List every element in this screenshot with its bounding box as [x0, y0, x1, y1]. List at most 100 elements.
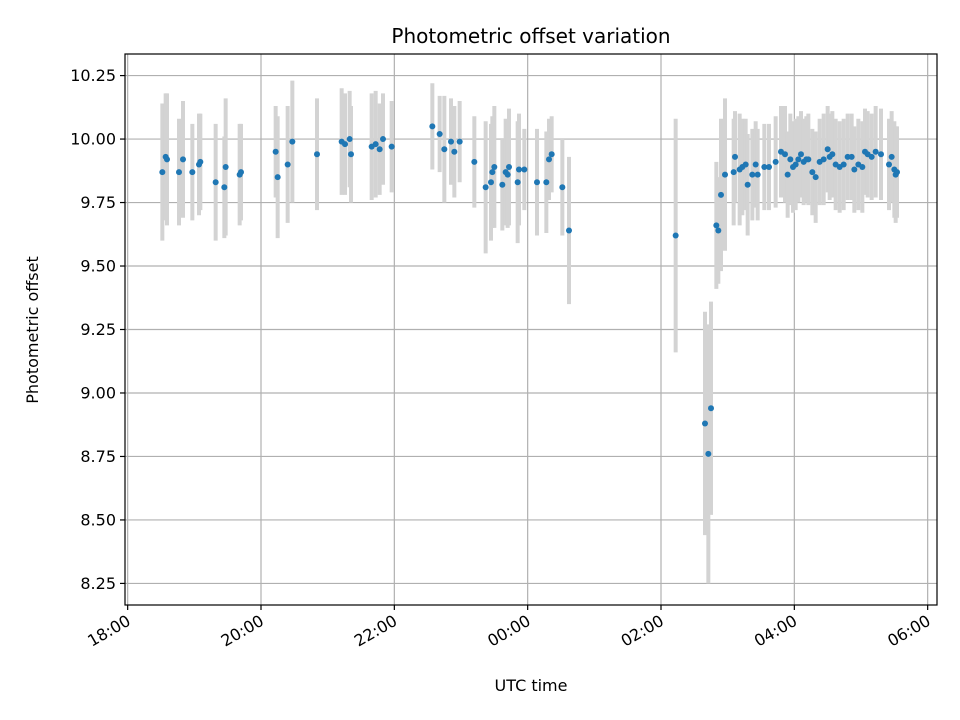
data-point	[376, 146, 383, 153]
data-point	[212, 179, 219, 186]
data-point	[872, 148, 879, 155]
data-point	[189, 169, 196, 176]
data-point	[722, 171, 728, 178]
data-point	[851, 166, 858, 173]
data-point	[805, 156, 812, 163]
data-point	[289, 138, 296, 145]
data-point	[705, 450, 712, 457]
y-tick-label: 8.50	[80, 510, 116, 529]
data-point	[752, 161, 759, 168]
y-tick-label: 10.00	[70, 130, 116, 149]
data-point	[761, 163, 768, 170]
data-point	[894, 169, 900, 176]
data-point	[314, 151, 320, 158]
data-point	[222, 163, 229, 170]
data-point	[221, 184, 228, 191]
data-point	[441, 146, 448, 153]
data-point	[792, 161, 799, 168]
data-point	[809, 169, 816, 176]
data-point	[504, 171, 511, 178]
data-point	[506, 163, 512, 170]
data-point	[672, 232, 679, 239]
y-tick-label: 8.25	[80, 574, 116, 593]
data-point	[840, 161, 847, 168]
data-point	[543, 179, 550, 186]
data-point	[436, 130, 443, 137]
data-point	[274, 174, 281, 181]
data-point	[718, 191, 724, 198]
y-tick-label: 10.25	[70, 66, 116, 85]
data-point	[559, 184, 566, 191]
data-point	[514, 179, 521, 186]
data-point	[342, 141, 348, 148]
data-point	[197, 158, 204, 165]
data-point	[499, 181, 506, 188]
data-point	[713, 222, 720, 229]
y-tick-label: 8.75	[80, 447, 116, 466]
data-point	[546, 156, 552, 163]
chart-title: Photometric offset variation	[391, 24, 670, 48]
data-point	[782, 151, 788, 158]
data-point	[730, 169, 737, 176]
data-point	[491, 163, 498, 170]
data-point	[488, 179, 494, 186]
data-point	[754, 171, 761, 178]
data-point	[708, 405, 714, 412]
data-point	[471, 158, 478, 165]
data-point	[795, 156, 802, 163]
data-point	[732, 153, 738, 160]
data-point	[766, 163, 772, 170]
data-point	[180, 156, 186, 163]
data-point	[787, 156, 794, 163]
data-point	[548, 151, 555, 158]
data-point	[388, 143, 395, 150]
data-point	[380, 136, 386, 143]
data-point	[164, 156, 170, 163]
data-point	[429, 123, 436, 130]
data-point	[868, 153, 875, 160]
data-point	[798, 151, 804, 158]
data-point	[749, 171, 756, 178]
data-point	[159, 169, 166, 176]
data-point	[348, 151, 354, 158]
data-point	[272, 148, 279, 155]
data-point	[784, 171, 791, 178]
data-point	[744, 181, 751, 188]
data-point	[886, 161, 892, 168]
data-point	[489, 169, 496, 176]
data-point	[372, 141, 379, 148]
data-point	[715, 227, 722, 234]
data-point	[812, 174, 819, 181]
data-point	[448, 138, 454, 145]
data-point	[702, 420, 708, 427]
data-point	[829, 151, 836, 158]
data-point	[888, 153, 895, 160]
data-point	[772, 158, 779, 165]
data-point	[521, 166, 528, 173]
y-tick-label: 9.00	[80, 383, 116, 402]
data-point	[238, 169, 244, 176]
data-point	[456, 138, 463, 145]
y-tick-label: 9.25	[80, 320, 116, 339]
y-tick-label: 9.50	[80, 257, 116, 276]
data-point	[451, 148, 458, 155]
data-point	[284, 161, 291, 168]
data-point	[534, 179, 540, 186]
data-point	[482, 184, 489, 191]
data-point	[346, 136, 353, 143]
data-point	[566, 227, 572, 234]
y-axis-ticks: 8.25 8.50 8.75 9.00 9.25 9.50 9.75 10.00 10.25	[70, 66, 125, 593]
data-point	[820, 156, 827, 163]
data-point	[516, 166, 522, 173]
data-point	[859, 163, 866, 170]
data-point	[878, 151, 884, 158]
x-axis-label: UTC time	[495, 676, 568, 695]
data-point	[176, 169, 182, 176]
y-tick-label: 9.75	[80, 193, 116, 212]
data-point	[742, 161, 749, 168]
data-point	[848, 153, 855, 160]
data-point	[824, 146, 831, 153]
y-axis-label: Photometric offset	[23, 256, 42, 404]
